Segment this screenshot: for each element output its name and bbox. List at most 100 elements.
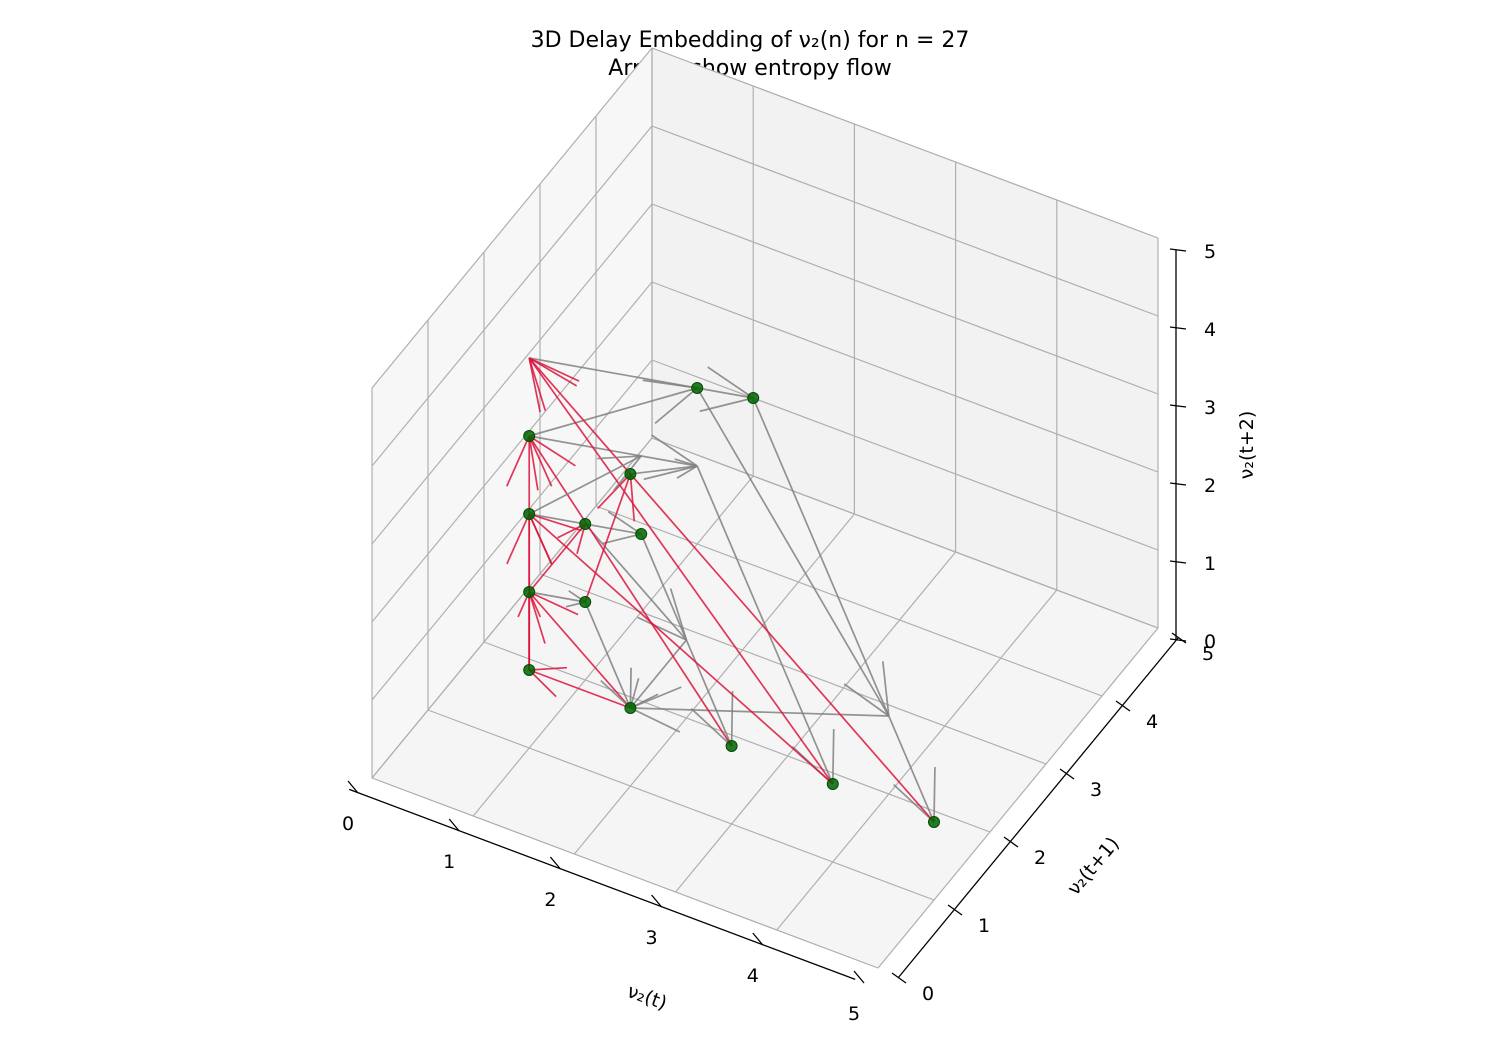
z-tick-label: 5: [1204, 241, 1216, 263]
flow-arrow: [752, 397, 935, 823]
flow-arrowhead: [528, 357, 580, 382]
y-tick-label: 0: [922, 983, 934, 1005]
y-axis-line: [897, 637, 1179, 979]
y-tick: [1059, 768, 1075, 780]
flow-arrow: [640, 533, 733, 747]
x-axis-line: [348, 788, 856, 981]
x-tick: [549, 856, 561, 870]
y-tick-label: 2: [1034, 847, 1046, 869]
flow-arrow: [528, 357, 834, 785]
gridline-z-left: [371, 203, 653, 545]
gridline-x-floor: [675, 551, 957, 893]
gridline-z-left: [371, 437, 653, 779]
flow-arrow: [529, 435, 698, 467]
flow-arrowhead: [528, 591, 546, 644]
gridline-y-floor: [371, 777, 879, 969]
data-point: [826, 778, 839, 790]
flow-arrowhead: [597, 455, 642, 460]
flow-arrowhead: [831, 728, 835, 785]
flow-arrowhead: [505, 435, 530, 487]
axis-panes: [371, 46, 1159, 969]
flow-arrowhead: [643, 465, 698, 481]
data-point: [928, 816, 940, 828]
gridline-x-floor: [573, 513, 855, 855]
tick-labels: 0 0 0 1 1 1 2 2 2 3 3 3 4 4 4 5 5 5: [342, 241, 1216, 1025]
gridline-z-left: [371, 359, 653, 701]
flow-arrowhead: [651, 434, 698, 467]
x-axis-label: ν₂(t): [624, 980, 670, 1015]
flow-arrowhead: [528, 357, 541, 413]
data-point: [523, 508, 536, 520]
y-tick: [1115, 700, 1131, 712]
data-point: [523, 664, 536, 676]
flow-arrowhead: [893, 783, 935, 823]
flow-arrowhead: [528, 435, 576, 467]
flow-arrowhead: [528, 357, 578, 387]
x-tick: [651, 894, 663, 908]
flow-arrow: [630, 465, 698, 475]
y-tick-label: 3: [1090, 779, 1102, 801]
data-point: [691, 382, 704, 394]
flow-arrowhead: [602, 533, 642, 545]
gridline-y-floor: [651, 437, 1159, 629]
data-point: [523, 430, 536, 442]
flow-arrowhead: [933, 766, 936, 823]
gridline-z-back: [651, 359, 1159, 551]
gridline-z-back: [651, 125, 1159, 317]
flow-arrow: [584, 523, 688, 641]
flow-arrowhead: [629, 667, 632, 709]
data-point: [579, 518, 592, 530]
gridline-y-floor: [483, 641, 991, 833]
flow-arrow: [696, 387, 890, 717]
flow-arrowhead: [528, 513, 582, 532]
flow-arrowhead: [528, 591, 579, 616]
flow-arrowhead: [707, 366, 754, 399]
z-tick-label: 1: [1204, 553, 1216, 575]
flow-arrow: [528, 455, 642, 515]
y-tick: [1171, 632, 1187, 644]
flow-arrow: [584, 473, 632, 603]
flow-arrow: [528, 357, 935, 823]
x-tick-label: 5: [848, 1003, 860, 1025]
flow-arrow: [529, 357, 754, 399]
gridline-y-floor: [427, 709, 935, 901]
gridline-z-back: [651, 47, 1159, 239]
flow-arrowhead: [676, 465, 698, 479]
flow-arrow: [528, 513, 834, 785]
flow-arrowhead: [528, 357, 547, 411]
y-tick: [947, 904, 963, 916]
gridline-z-back: [651, 281, 1159, 473]
y-tick-label: 1: [978, 915, 990, 937]
flow-arrowhead: [654, 387, 698, 425]
flow-arrowhead: [528, 513, 553, 565]
flow-arrowhead: [529, 666, 568, 671]
grid-lines: [371, 47, 1159, 969]
flow-arrow: [528, 669, 631, 709]
x-tick: [448, 818, 460, 832]
data-point: [725, 740, 738, 752]
gridline-x-floor: [877, 627, 1159, 969]
flow-arrowhead: [607, 510, 642, 535]
x-tick: [853, 970, 865, 984]
embedding-points: [523, 382, 940, 828]
gridline-z-back: [651, 203, 1159, 395]
z-tick: [1169, 326, 1187, 330]
x-tick: [752, 932, 764, 946]
data-point: [635, 528, 648, 540]
z-axis-label: ν₂(t+2): [1236, 411, 1258, 480]
flow-arrowhead: [600, 679, 631, 709]
flow-arrow: [528, 591, 632, 709]
y-tick-label: 5: [1202, 643, 1214, 665]
flow-arrow: [696, 465, 834, 785]
z-tick: [1169, 560, 1187, 564]
data-point: [624, 702, 637, 714]
gridline-z-left: [371, 47, 653, 389]
x-tick: [347, 780, 359, 794]
gridline-y-floor: [539, 573, 1047, 765]
z-tick: [1169, 248, 1187, 252]
axis-lines: [347, 248, 1187, 984]
x-tick-label: 2: [544, 889, 556, 911]
flow-arrowhead: [528, 435, 539, 491]
y-axis-label: ν₂(t+1): [1063, 833, 1124, 900]
